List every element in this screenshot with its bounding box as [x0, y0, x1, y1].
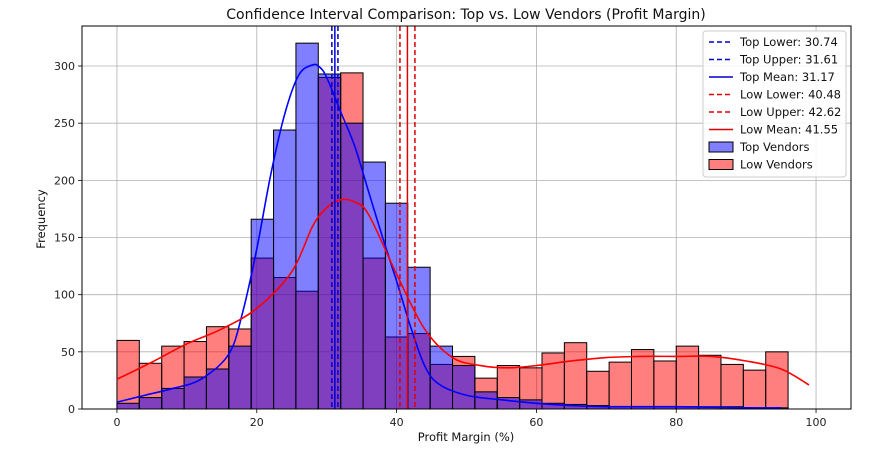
x-axis-label: Profit Margin (%)	[418, 430, 515, 444]
low-vendors-bar	[653, 360, 677, 410]
top-vendors-bar	[452, 365, 476, 410]
top-vendors-bars	[116, 42, 789, 410]
top-vendors-bar	[295, 42, 319, 410]
y-tick-label: 300	[54, 60, 75, 73]
x-tick-label: 60	[529, 416, 543, 429]
y-tick-label: 150	[54, 232, 75, 245]
legend-label: Low Mean: 41.55	[740, 123, 838, 137]
confidence-interval-lines	[331, 26, 416, 409]
x-tick-label: 20	[250, 416, 264, 429]
top-vendors-bar	[116, 402, 140, 410]
top-vendors-bar	[407, 266, 431, 410]
top-vendors-bar	[205, 368, 230, 410]
y-tick-label: 50	[61, 346, 75, 359]
legend-label: Top Vendors	[739, 140, 809, 154]
low-vendors-bar	[630, 349, 655, 410]
top-vendors-bar	[161, 387, 185, 410]
low-vendors-kde-line	[116, 198, 810, 386]
y-tick-label: 100	[54, 289, 75, 302]
low-vendors-bar	[608, 361, 632, 410]
x-axis-ticks: 0 20 40 60 80 100	[113, 409, 827, 429]
kde-curves	[116, 63, 810, 409]
legend: Top Lower: 30.74 Top Upper: 31.61 Top Mean…	[702, 30, 847, 178]
low-vendors-bar	[563, 342, 588, 410]
plot-frame	[81, 25, 852, 410]
legend-swatch	[708, 159, 734, 170]
top-vendors-bar	[519, 399, 543, 410]
low-vendors-bar	[720, 363, 744, 410]
y-axis-ticks: 0 50 100 150 200 250 300	[54, 60, 82, 416]
legend-swatch	[708, 141, 734, 153]
legend-label: Top Lower: 30.74	[739, 35, 838, 49]
top-vendors-bar	[138, 397, 163, 410]
chart-title: Confidence Interval Comparison: Top vs. …	[226, 7, 705, 23]
x-tick-label: 100	[806, 416, 827, 429]
x-tick-label: 80	[669, 416, 683, 429]
legend-box	[702, 30, 847, 178]
top-vendors-bar	[340, 122, 364, 410]
y-tick-label: 200	[54, 174, 75, 187]
low-vendors-bar	[765, 351, 789, 410]
y-tick-label: 250	[54, 117, 75, 130]
legend-label: Low Upper: 42.62	[740, 105, 841, 119]
legend-label: Low Vendors	[740, 158, 813, 172]
top-vendors-kde-line	[116, 63, 782, 409]
y-tick-label: 0	[68, 403, 75, 416]
x-tick-label: 0	[113, 416, 120, 429]
legend-label: Low Lower: 40.48	[740, 88, 841, 102]
x-tick-label: 40	[390, 416, 404, 429]
top-vendors-bar	[474, 391, 498, 410]
low-vendors-bar	[586, 370, 610, 410]
low-vendors-bar	[541, 352, 565, 410]
top-vendors-bar	[362, 161, 386, 410]
top-vendors-bar	[228, 345, 252, 410]
y-axis-label: Frequency	[34, 189, 48, 249]
legend-label: Top Mean: 31.17	[739, 70, 835, 84]
low-vendors-bar	[698, 354, 722, 410]
low-vendors-bar	[742, 369, 767, 410]
legend-label: Top Upper: 31.61	[739, 53, 838, 67]
top-vendors-bar	[250, 218, 275, 410]
